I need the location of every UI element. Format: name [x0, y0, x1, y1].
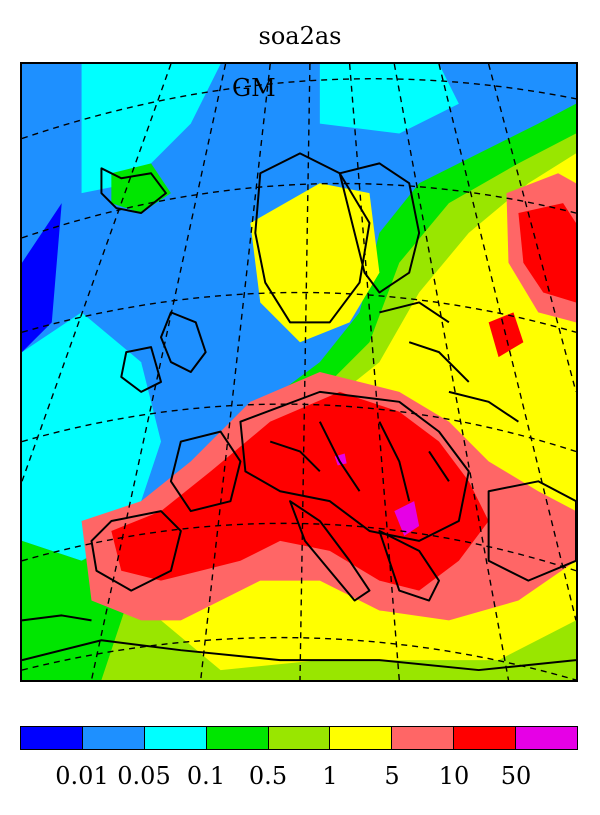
legend-tick-label: 10	[438, 762, 470, 790]
legend-tick-label: 0.1	[186, 762, 226, 790]
map-canvas	[22, 64, 576, 680]
legend-tick-label: 50	[500, 762, 532, 790]
legend-tick-label: 0.05	[117, 762, 171, 790]
color-legend	[20, 726, 578, 750]
legend-swatch	[268, 727, 331, 749]
legend-swatch	[82, 727, 145, 749]
legend-swatch	[516, 727, 578, 749]
legend-swatch	[454, 727, 517, 749]
legend-swatch	[330, 727, 393, 749]
legend-tick-label: 0.01	[55, 762, 109, 790]
legend-swatch	[392, 727, 455, 749]
concentration-map	[20, 62, 578, 682]
legend-tick-label: 5	[384, 762, 400, 790]
model-label: GM	[232, 74, 276, 102]
legend-tick-label: 1	[322, 762, 338, 790]
legend-swatch	[21, 727, 83, 749]
legend-tick-label: 0.5	[248, 762, 288, 790]
legend-swatch	[206, 727, 269, 749]
legend-swatch	[144, 727, 207, 749]
map-title: soa2as	[258, 22, 342, 50]
